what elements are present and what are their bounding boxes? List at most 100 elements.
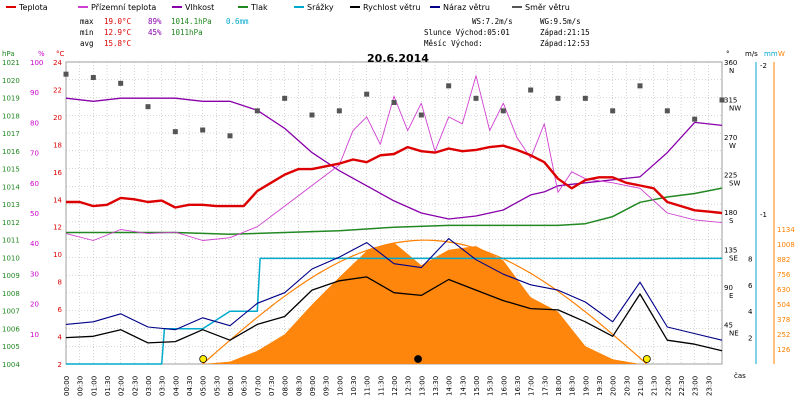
x-tick: 11:00	[364, 376, 372, 396]
hpa-tick: 1019	[2, 95, 20, 103]
left-axes: hPa1021102010191018101710161015101410131…	[2, 50, 65, 369]
wind-direction-point	[582, 95, 588, 101]
legend-label: Srážky	[307, 3, 334, 12]
celsius-unit: °C	[56, 50, 65, 58]
x-tick: 15:00	[473, 376, 481, 396]
wind-direction-point	[282, 95, 288, 101]
ms-tick-top: -2	[760, 62, 767, 70]
stat-min-hum: 45%	[148, 28, 162, 37]
ms-tick: 8	[748, 255, 752, 263]
legend-label: Teplota	[18, 3, 48, 12]
hpa-tick: 1007	[2, 308, 20, 316]
w-tick: 126	[777, 346, 791, 354]
hpa-tick: 1014	[2, 183, 20, 191]
x-tick: 03:00	[145, 376, 153, 396]
x-tick: 19:30	[596, 376, 604, 396]
solar-radiation-area	[66, 239, 722, 365]
ms-unit: m/s	[745, 50, 758, 58]
x-tick: 16:30	[514, 376, 522, 396]
celsius-tick: 8	[58, 279, 62, 287]
x-tick: 15:30	[487, 376, 495, 396]
pct-tick: 50	[30, 210, 39, 218]
hpa-tick: 1021	[2, 59, 20, 67]
hpa-tick: 1006	[2, 325, 20, 333]
direction-unit: °	[726, 50, 730, 58]
x-tick: 08:00	[282, 376, 290, 396]
celsius-tick: 22	[53, 86, 62, 94]
compass-tick: S	[729, 217, 734, 225]
compass-tick: E	[729, 292, 733, 300]
direction-tick: 180	[724, 209, 737, 217]
w-tick: 1134	[777, 226, 795, 234]
wind-direction-point	[500, 108, 506, 114]
x-tick: 22:30	[678, 376, 686, 396]
x-tick: 23:00	[692, 376, 700, 396]
sunset: Západ:21:15	[540, 28, 590, 37]
x-tick: 04:30	[186, 376, 194, 396]
grid	[65, 61, 723, 365]
legend-label: Přízemní teplota	[91, 3, 156, 12]
x-tick: 12:30	[405, 376, 413, 396]
sunrise-marker	[199, 355, 208, 363]
wind-direction-point	[200, 127, 206, 133]
compass-tick: NW	[729, 105, 741, 113]
sun-moon-markers	[199, 355, 651, 363]
w-tick: 630	[777, 286, 790, 294]
series-lines	[65, 75, 723, 365]
stat-min-press: 1011hPa	[171, 28, 203, 37]
x-tick: 12:00	[391, 376, 399, 396]
pct-tick: 10	[30, 331, 39, 339]
x-tick: 21:30	[651, 376, 659, 396]
hpa-tick: 1008	[2, 290, 20, 298]
celsius-tick: 12	[53, 224, 62, 232]
wind-speed-max: WS:7.2m/s	[472, 17, 513, 26]
chart-title: 20.6.2014	[367, 52, 429, 65]
x-tick: 03:30	[159, 376, 167, 396]
wind-direction-point	[309, 112, 315, 118]
x-tick: 07:00	[254, 376, 262, 396]
hpa-tick: 1009	[2, 272, 20, 280]
celsius-tick: 14	[53, 196, 62, 204]
wind-gust-series	[65, 238, 723, 341]
celsius-tick: 2	[58, 361, 62, 369]
wind-direction-point	[446, 83, 452, 89]
wind-gust-max: WG:9.5m/s	[540, 17, 581, 26]
hpa-tick: 1011	[2, 237, 20, 245]
x-tick: 08:30	[295, 376, 303, 396]
x-tick: 09:30	[323, 376, 331, 396]
pct-tick: 30	[30, 270, 39, 278]
rain-series	[66, 257, 722, 365]
pressure-series	[66, 187, 723, 236]
pct-unit: %	[38, 50, 45, 58]
x-tick: 17:00	[528, 376, 536, 396]
pct-tick: 90	[30, 89, 39, 97]
x-tick: 00:30	[77, 376, 85, 396]
pct-tick: 100	[30, 59, 43, 67]
x-tick: 18:00	[555, 376, 563, 396]
wind-direction-point	[63, 71, 69, 77]
wind-direction-point	[118, 80, 124, 86]
x-tick: 19:00	[582, 376, 590, 396]
wind-direction-point	[336, 108, 342, 114]
temperature-series	[66, 144, 723, 215]
hpa-tick: 1013	[2, 201, 20, 209]
celsius-tick: 20	[53, 114, 62, 122]
solar-radiation-series	[66, 242, 722, 364]
x-tick: 23:30	[705, 376, 713, 396]
legend-label: Tlak	[250, 3, 268, 12]
moonset-marker	[414, 355, 422, 363]
hpa-tick: 1016	[2, 148, 20, 156]
x-tick: 09:00	[309, 376, 317, 396]
stat-max-rain: 0.6mm	[226, 17, 249, 26]
w-tick: 252	[777, 331, 790, 339]
celsius-tick: 6	[58, 306, 63, 314]
stat-max-press: 1014.1hPa	[171, 17, 212, 26]
x-axis: 00:00 00:30 01:00 01:30 02:00 02:30 03:00 03:30…	[63, 376, 713, 396]
x-tick: 13:30	[432, 376, 440, 396]
x-tick: 04:00	[172, 376, 180, 396]
w-tick: 378	[777, 316, 790, 324]
hpa-tick: 1018	[2, 112, 20, 120]
direction-tick: 45	[724, 322, 733, 330]
direction-tick: 135	[724, 247, 737, 255]
